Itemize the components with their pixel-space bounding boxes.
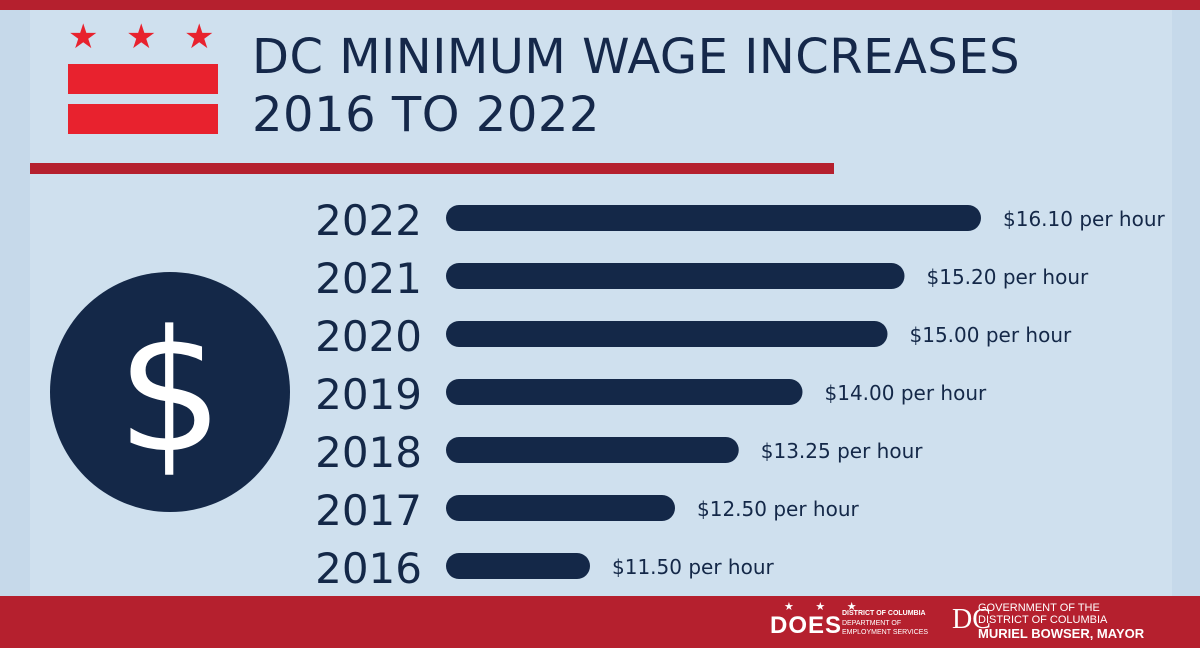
wage-value-label: $13.25 per hour [761,439,924,463]
left-edge-panel [0,10,30,596]
wage-bar [446,495,675,521]
does-line-2: DEPARTMENT OF [842,620,902,627]
flag-stripe [68,104,218,134]
title-line-1: DC MINIMUM WAGE INCREASES [252,29,1021,85]
year-label: 2022 [315,196,422,245]
gov-line-3: MURIEL BOWSER, MAYOR [978,626,1145,641]
wage-bar [446,437,739,463]
does-stars-icon: ★ ★ ★ [784,600,866,613]
wage-value-label: $15.00 per hour [910,323,1073,347]
wage-bar [446,321,888,347]
flag-star-icon: ★ [126,17,157,57]
dollar-coin-icon: $ [50,272,290,512]
wage-bar [446,263,905,289]
wage-value-label: $12.50 per hour [697,497,860,521]
wage-bar [446,553,590,579]
year-label: 2017 [315,486,422,535]
wage-value-label: $14.00 per hour [825,381,988,405]
year-label: 2018 [315,428,422,477]
dc-flag-icon: ★ ★ ★ [68,20,218,138]
does-logo: ★ ★ ★ DOES DISTRICT OF COLUMBIA DEPARTME… [770,600,940,644]
chart-title: DC MINIMUM WAGE INCREASES 2016 TO 2022 [252,28,1152,144]
gov-line-1: GOVERNMENT OF THE [978,602,1100,614]
wage-value-label: $15.20 per hour [927,265,1090,289]
does-wordmark: DOES [770,612,843,639]
year-label: 2021 [315,254,422,303]
right-edge-panel [1172,10,1200,596]
title-line-2: 2016 TO 2022 [252,87,600,143]
wage-bar [446,205,981,231]
top-border [0,0,1200,10]
year-label: 2020 [315,312,422,361]
year-label: 2016 [315,544,422,593]
dc-government-logo: DC GOVERNMENT OF THE DISTRICT OF COLUMBI… [952,600,1182,644]
wage-value-label: $16.10 per hour [1003,207,1166,231]
title-divider [30,163,834,174]
does-line-1: DISTRICT OF COLUMBIA [842,610,926,617]
footer-bar [0,596,1200,648]
does-line-3: EMPLOYMENT SERVICES [842,629,929,636]
wage-value-label: $11.50 per hour [612,555,775,579]
dc-mark: DC [952,604,991,635]
wage-bar [446,379,803,405]
gov-line-2: DISTRICT OF COLUMBIA [978,614,1108,626]
year-label: 2019 [315,370,422,419]
dollar-sign-icon: $ [116,294,224,490]
flag-star-icon: ★ [184,17,215,57]
flag-star-icon: ★ [68,17,99,57]
flag-stripe [68,64,218,94]
